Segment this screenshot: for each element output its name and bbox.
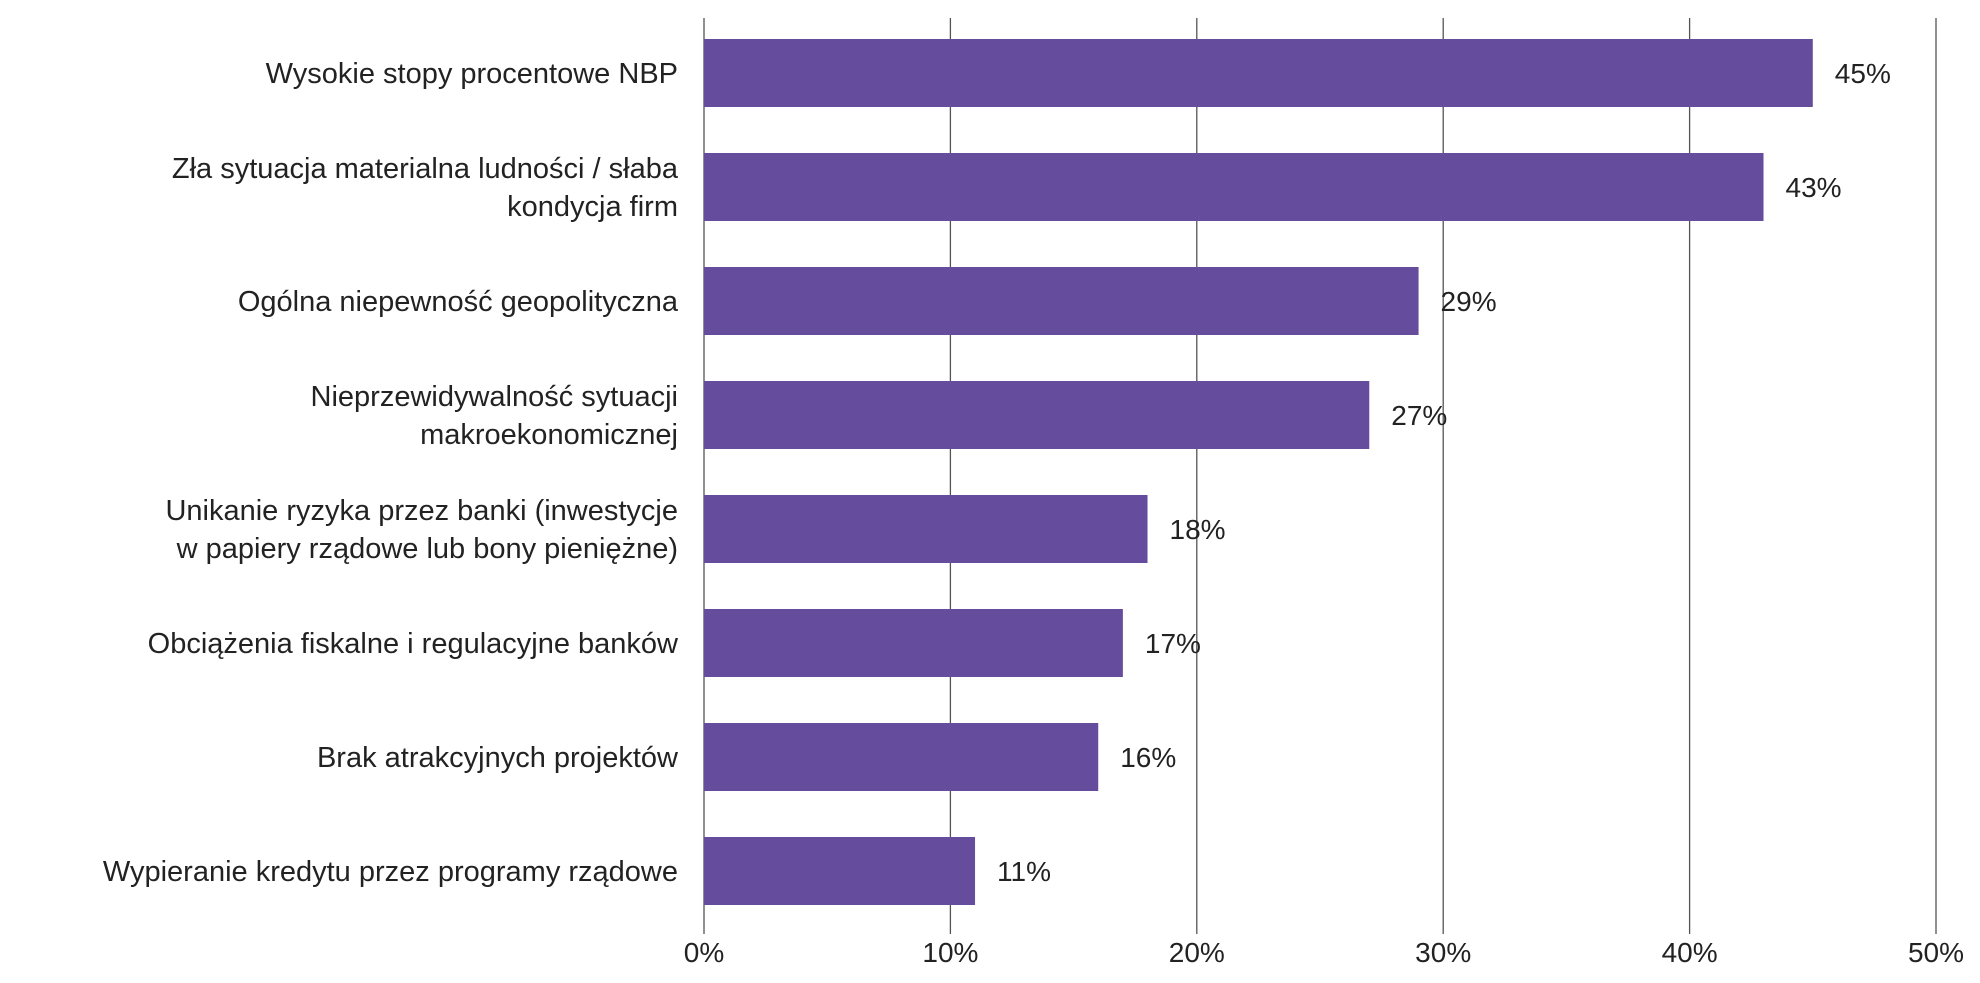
bar [704,723,1099,791]
data-label: 45% [1835,58,1891,89]
bar [704,267,1419,335]
category-label: Nieprzewidywalność sytuacji makroekonomic… [311,381,678,451]
x-tick-label: 40% [1662,937,1718,968]
data-label: 43% [1786,172,1842,203]
bar [704,495,1148,563]
category-label: Unikanie ryzyka przez banki (inwestycje w… [165,495,678,565]
data-label: 16% [1120,742,1176,773]
category-label-line: Unikanie ryzyka przez banki (inwestycje [165,495,678,527]
x-tick-label: 50% [1908,937,1964,968]
category-label-line: Wypieranie kredytu przez programy rządow… [103,856,678,888]
category-labels: Wysokie stopy procentowe NBP Zła sytuacja… [103,58,679,888]
bar [704,609,1123,677]
x-tick-label: 0% [684,937,724,968]
x-tick-labels: 0% 10% 20% 30% 40% 50% [684,937,1964,968]
category-label: Ogólna niepewność geopolityczna [238,286,679,318]
data-label: 29% [1441,286,1497,317]
bar [704,381,1370,449]
x-tick-label: 30% [1415,937,1471,968]
x-tick-label: 20% [1169,937,1225,968]
category-label: Wysokie stopy procentowe NBP [266,58,678,90]
data-label: 18% [1170,514,1226,545]
category-label-line: makroekonomicznej [420,419,678,451]
value-labels: 45% 43% 29% 27% 18% 17% 16% 11% [997,58,1891,887]
data-label: 17% [1145,628,1201,659]
data-label: 27% [1391,400,1447,431]
category-label-line: Obciążenia fiskalne i regulacyjne banków [148,628,679,660]
bar [704,837,976,905]
category-label: Obciążenia fiskalne i regulacyjne banków [148,628,679,660]
bar [704,153,1764,221]
category-label: Zła sytuacja materialna ludności / słaba… [172,153,679,223]
category-label-line: Brak atrakcyjnych projektów [317,742,679,774]
category-label-line: Ogólna niepewność geopolityczna [238,286,679,318]
category-label: Brak atrakcyjnych projektów [317,742,679,774]
category-label-line: Wysokie stopy procentowe NBP [266,58,678,90]
category-label-line: kondycja firm [507,191,678,223]
category-label: Wypieranie kredytu przez programy rządow… [103,856,678,888]
category-label-line: Zła sytuacja materialna ludności / słaba [172,153,679,185]
category-label-line: Nieprzewidywalność sytuacji [311,381,678,413]
x-tick-label: 10% [922,937,978,968]
category-label-line: w papiery rządowe lub bony pieniężne) [176,533,678,565]
bar [704,39,1813,107]
data-label: 11% [997,856,1051,887]
bars [704,39,1813,905]
